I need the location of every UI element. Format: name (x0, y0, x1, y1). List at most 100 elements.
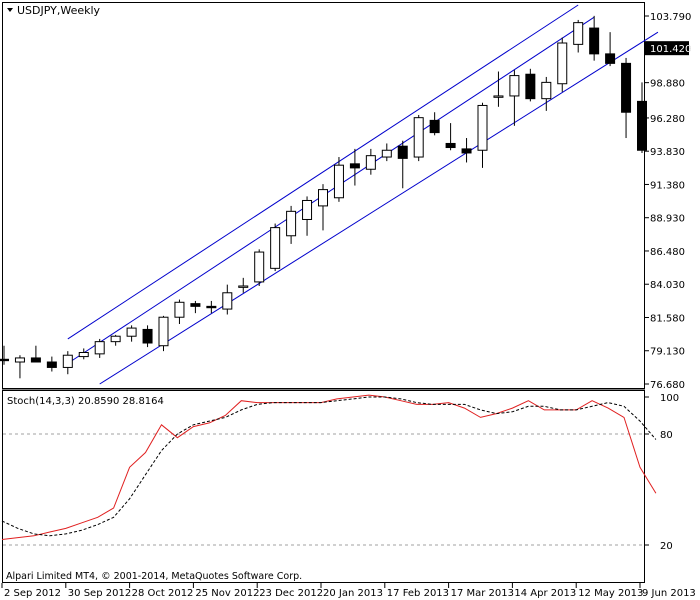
candle-body (381, 149, 392, 158)
candle-body (461, 148, 472, 154)
candle-body (110, 335, 121, 343)
candle-body (30, 357, 41, 363)
candle (318, 184, 328, 231)
candle (14, 355, 25, 379)
candle (509, 70, 520, 126)
stoch-axis: 100 80 20 (645, 393, 679, 552)
time-tick-label: 23 Dec 2012 (259, 588, 323, 599)
candle (429, 112, 440, 136)
candle-body (621, 62, 632, 113)
candles (0, 15, 647, 379)
candle (62, 351, 73, 375)
candle-body (126, 327, 137, 337)
candle (493, 71, 504, 107)
candle (110, 334, 121, 346)
candle-body (94, 341, 105, 355)
candle-body (206, 305, 217, 309)
candle-body (413, 117, 424, 158)
stoch-tick-label: 80 (660, 430, 673, 441)
candle-body (62, 354, 73, 368)
candle (573, 19, 584, 53)
stoch-tick-label: 100 (660, 393, 679, 404)
candle (286, 205, 297, 244)
candle-body (397, 145, 408, 159)
candle-body (142, 328, 153, 344)
candle (254, 249, 265, 286)
candle (270, 223, 281, 272)
channel-lines (67, 4, 659, 385)
candle (238, 277, 249, 293)
candle-body (254, 251, 265, 283)
price-tick-label: 76.680 (650, 380, 685, 391)
candle (413, 114, 424, 162)
candle (605, 32, 616, 67)
candle-body (637, 100, 647, 151)
candle-body (541, 81, 552, 100)
copyright-text: Alpari Limited MT4, © 2001-2014, MetaQuo… (6, 571, 302, 582)
candle-body (286, 210, 297, 237)
candle-body (493, 95, 504, 98)
candle (158, 315, 169, 352)
candle-body (477, 104, 488, 151)
candle (46, 356, 57, 372)
candle (333, 157, 344, 202)
candle-body (589, 27, 600, 55)
candle-body (349, 163, 360, 169)
candle (381, 143, 392, 162)
price-tick-label: 79.130 (650, 347, 685, 358)
time-tick-label: 30 Sep 2012 (68, 588, 131, 599)
current-price-label: 101.420 (645, 41, 691, 56)
candle (445, 123, 456, 151)
price-tick-label: 98.880 (650, 79, 685, 90)
candle (30, 345, 41, 363)
candle-body (14, 357, 25, 363)
candle-body (318, 189, 328, 207)
candle (589, 15, 600, 61)
candle (541, 76, 552, 111)
candle (206, 300, 217, 314)
candle-body (0, 358, 9, 362)
stoch-signal-line (1, 396, 657, 537)
candle-body (174, 301, 185, 318)
candle (365, 148, 376, 175)
price-tick-label: 91.380 (650, 180, 685, 191)
candle (637, 82, 647, 153)
time-tick-label: 20 Jan 2013 (323, 588, 383, 599)
price-tick-label: 103.790 (650, 12, 691, 23)
dropdown-triangle-icon[interactable] (7, 8, 13, 12)
candle-body (445, 142, 456, 149)
stoch-main-line (1, 394, 657, 540)
candle (302, 196, 313, 236)
candle (126, 325, 137, 342)
price-tick-label: 81.580 (650, 313, 685, 324)
current-price-value: 101.420 (650, 44, 691, 55)
candle-body (333, 164, 344, 199)
candle-body (46, 361, 57, 368)
candle (525, 68, 536, 102)
candle-body (509, 75, 520, 97)
candle (477, 102, 488, 168)
time-tick-label: 17 Feb 2013 (387, 588, 449, 599)
candle-body (525, 73, 536, 100)
candle-body (158, 316, 169, 347)
stoch-lines (1, 394, 657, 540)
time-tick-label: 2 Sep 2012 (4, 588, 61, 599)
stoch-frame (2, 390, 645, 583)
candle (190, 300, 201, 314)
candle-body (429, 119, 440, 134)
chart-title: USDJPY,Weekly (17, 4, 101, 17)
candle (557, 37, 568, 92)
time-tick-label: 14 Apr 2013 (514, 588, 576, 599)
price-axis: 103.790 101.420 98.880 96.280 93.830 91.380 88… (645, 12, 691, 391)
candle (0, 345, 9, 365)
time-tick-label: 25 Nov 2012 (195, 588, 259, 599)
stoch-levels (3, 433, 644, 546)
candle-body (190, 303, 201, 307)
candle (397, 140, 408, 189)
channel-line (67, 16, 595, 364)
candle-body (222, 292, 233, 310)
candle-body (270, 227, 281, 269)
time-tick-label: 28 Oct 2012 (132, 588, 194, 599)
candle (621, 57, 632, 139)
candle (94, 338, 105, 358)
